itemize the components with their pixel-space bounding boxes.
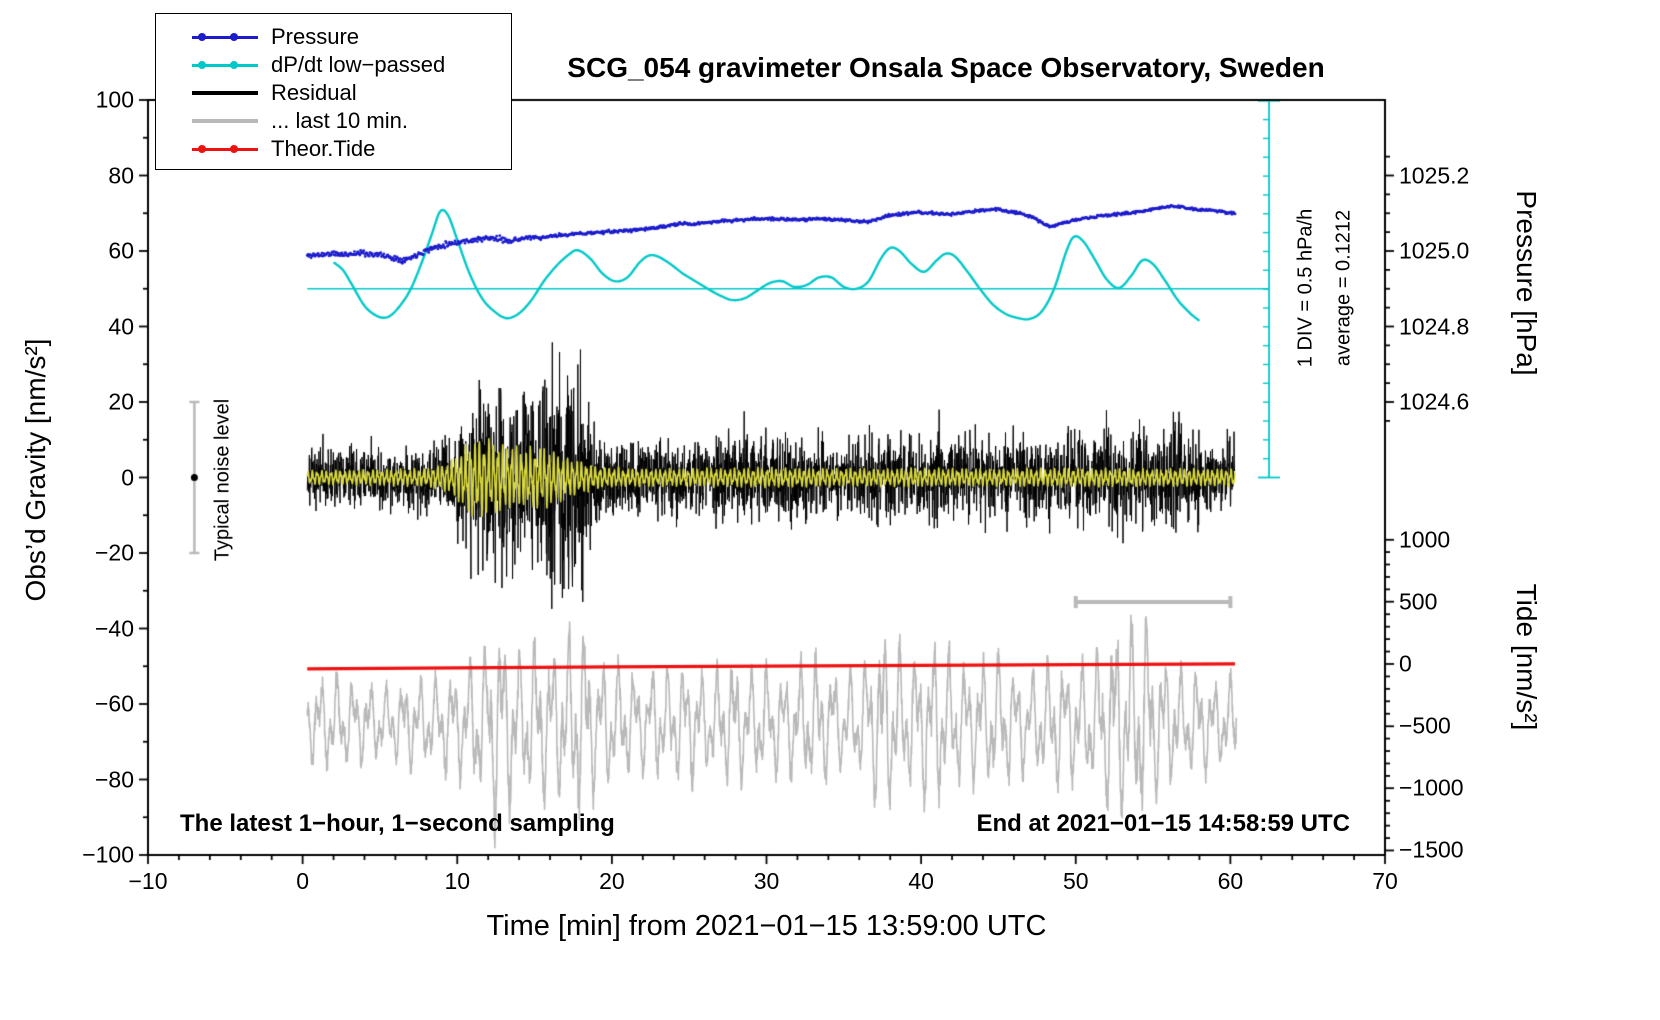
gravity-tick-label: 0 — [121, 464, 134, 490]
gravity-tick-label: −40 — [94, 615, 134, 641]
gravity-tick-label: 60 — [108, 237, 134, 264]
x-tick-label: −10 — [128, 868, 168, 894]
x-tick-label: 60 — [1217, 868, 1244, 894]
tide-tick-label: −1500 — [1399, 836, 1464, 863]
gravity-tick-label: 20 — [108, 388, 134, 415]
line-marker-icon — [192, 86, 258, 100]
chart-title: SCG_054 gravimeter Onsala Space Observat… — [567, 52, 1325, 83]
legend-item-0: Pressure — [156, 23, 511, 51]
legend-label: Residual — [271, 80, 357, 105]
legend: Pressure dP/dt low−passed Residual ... last… — [155, 13, 512, 170]
x-tick-label: 50 — [1062, 868, 1089, 894]
gravity-tick-label: 100 — [95, 86, 134, 113]
x-tick-label: 0 — [296, 868, 310, 894]
x-tick-label: 70 — [1372, 868, 1398, 894]
legend-item-1: dP/dt low−passed — [156, 51, 511, 79]
average-annotation: average = 0.1212 — [1332, 209, 1355, 367]
legend-label: Pressure — [271, 24, 360, 49]
legend-label: ... last 10 min. — [271, 108, 408, 133]
legend-label: dP/dt low−passed — [271, 52, 446, 77]
sampling-note: The latest 1−hour, 1−second sampling — [180, 810, 615, 837]
gravity-tick-label: −80 — [94, 766, 134, 792]
tide-tick-label: 0 — [1399, 650, 1412, 677]
pressure-tick-label: 1025.2 — [1399, 162, 1470, 188]
tide-tick-label: −500 — [1399, 712, 1451, 739]
gravity-tick-label: 80 — [108, 162, 134, 188]
legend-label: Theor.Tide — [271, 136, 376, 161]
pressure-tick-label: 1024.8 — [1399, 313, 1470, 339]
legend-item-2: Residual — [156, 79, 511, 107]
y-axis-label-pressure: Pressure [hPa] — [1511, 190, 1542, 376]
gravity-tick-label: −20 — [94, 539, 134, 566]
x-tick-label: 20 — [599, 868, 625, 894]
noise-level-label: Typical noise level — [211, 398, 234, 562]
tide-tick-label: 1000 — [1399, 526, 1451, 553]
tide-tick-label: 500 — [1399, 588, 1438, 615]
y-axis-label-tide: Tide [nm/s²] — [1511, 583, 1542, 731]
y-axis-label-gravity: Obs’d Gravity [nm/s²] — [20, 338, 51, 602]
dotline-marker-icon — [192, 58, 258, 72]
legend-item-3: ... last 10 min. — [156, 107, 511, 135]
tide-tick-label: −1000 — [1399, 774, 1464, 801]
gravity-tick-label: −100 — [82, 841, 134, 868]
pressure-tick-label: 1025.0 — [1399, 237, 1470, 264]
end-time-note: End at 2021−01−15 14:58:59 UTC — [976, 810, 1350, 837]
x-axis-label: Time [min] from 2021−01−15 13:59:00 UTC — [486, 910, 1047, 942]
dotline-marker-icon — [192, 30, 258, 44]
gravity-tick-label: −60 — [94, 690, 134, 717]
x-tick-label: 30 — [753, 868, 780, 894]
div-annotation: 1 DIV = 0.5 hPa/h — [1294, 208, 1317, 368]
x-tick-label: 10 — [444, 868, 471, 894]
line-marker-icon — [192, 114, 258, 128]
gravity-tick-label: 40 — [108, 313, 134, 339]
dotline-marker-icon — [192, 142, 258, 156]
legend-item-4: Theor.Tide — [156, 135, 511, 163]
x-tick-label: 40 — [908, 868, 934, 894]
pressure-tick-label: 1024.6 — [1399, 388, 1470, 415]
